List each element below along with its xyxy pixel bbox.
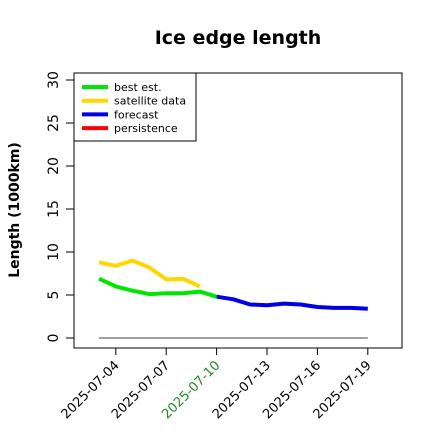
y-axis-label: Length (1000km) [7,142,23,278]
y-tick-label: 5 [46,291,62,300]
series-line-forecast [216,294,368,311]
plot-frame [73,72,403,349]
legend-label: persistence [114,122,178,135]
y-tick-label: 10 [46,243,62,261]
legend-label: forecast [114,108,159,121]
y-tick-label: 30 [46,71,62,89]
y-tick-label: 20 [46,157,62,175]
legend: best est.satellite dataforecastpersisten… [73,72,197,142]
legend-label: satellite data [114,95,186,108]
series-line-satellite-data [98,258,201,289]
y-tick-label: 25 [46,114,62,132]
legend-box [73,72,197,142]
chart-title: Ice edge length [155,27,322,49]
x-axis: 2025-07-042025-07-072025-07-102025-07-13… [59,348,375,422]
y-tick-label: 0 [46,334,62,343]
y-tick-label: 15 [46,200,62,218]
series-layer [98,258,368,311]
legend-label: best est. [114,81,162,94]
series-line-best-est- [98,276,218,299]
y-axis: 0 5 10 15 20 25 30 [46,71,74,342]
